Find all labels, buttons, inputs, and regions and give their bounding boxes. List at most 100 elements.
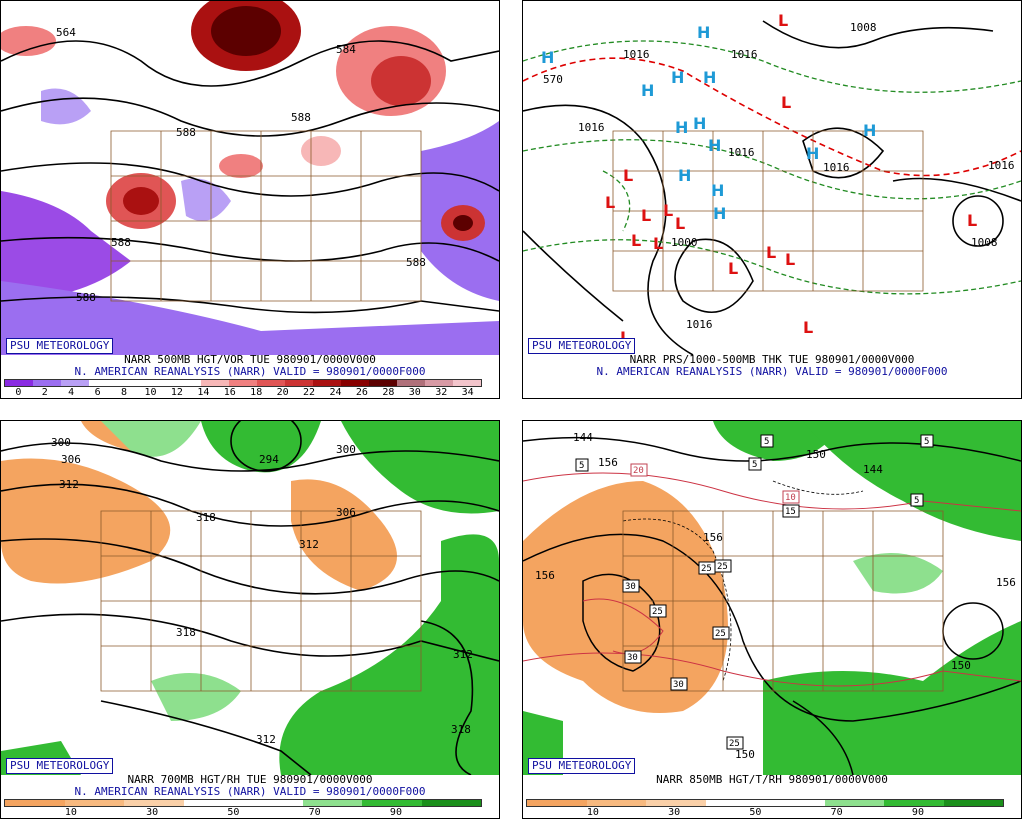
colorbar-tick-label: 50 [749, 807, 762, 818]
colorbar-swatch [341, 380, 369, 386]
contour-label: 1016 [731, 48, 758, 61]
temp-box-label: 5 [914, 496, 919, 506]
contour-label: 588 [111, 236, 131, 249]
contour-label: 156 [703, 531, 723, 544]
low-pressure-symbol: L [803, 318, 813, 337]
temp-box-label: 20 [633, 466, 644, 476]
low-pressure-symbol: L [623, 166, 633, 185]
temp-box-label: 30 [673, 680, 684, 690]
colorbar-tick-label: 10 [144, 387, 157, 398]
colorbar-tick-label: 28 [382, 387, 395, 398]
contour-label: 156 [996, 576, 1016, 589]
contour-label: 144 [573, 431, 593, 444]
colorbar-tick-label: 8 [121, 387, 128, 398]
height-contours [1, 421, 499, 775]
contour-label: 1000 [671, 236, 698, 249]
temp-box: 5 [760, 434, 774, 448]
low-pressure-symbol: L [631, 231, 641, 250]
contour-label: 306 [336, 506, 356, 519]
caption-line2: N. AMERICAN REANALYSIS (NARR) VALID = 98… [74, 365, 426, 378]
colorbar-tick-label: 32 [435, 387, 448, 398]
temp-box: 25 [698, 561, 716, 575]
contour-label: 150 [735, 748, 755, 761]
colorbar-swatch [33, 380, 61, 386]
colorbar-tick-label: 30 [408, 387, 421, 398]
high-pressure-symbol: H [711, 181, 724, 200]
temp-box: 5 [920, 434, 934, 448]
colorbar [526, 799, 1004, 807]
high-pressure-symbol: H [693, 114, 706, 133]
contour-label: 1016 [988, 159, 1015, 172]
colorbar-tick-label: 16 [223, 387, 236, 398]
psu-meteorology-badge: PSU METEOROLOGY [6, 758, 114, 774]
temp-box-label: 25 [717, 562, 728, 572]
contour-label: 318 [196, 511, 216, 524]
caption-line2: N. AMERICAN REANALYSIS (NARR) VALID = 98… [74, 785, 426, 798]
humidity-shading [1, 421, 499, 775]
contour-label: 1016 [686, 318, 713, 331]
colorbar-swatch [453, 380, 481, 386]
temp-box-label: 25 [729, 739, 740, 749]
psu-meteorology-badge: PSU METEOROLOGY [6, 338, 114, 354]
temp-box: 25 [726, 736, 744, 750]
colorbar-tick-label: 24 [329, 387, 342, 398]
temp-box: 5 [748, 457, 762, 471]
colorbar-swatch [425, 380, 453, 386]
contour-label: 318 [176, 626, 196, 639]
colorbar-swatch [586, 800, 646, 806]
colorbar-tick-label: 30 [668, 807, 681, 818]
colorbar-swatch [61, 380, 89, 386]
thickness-570-line [523, 57, 1021, 177]
height-contours [1, 40, 499, 314]
contour-label: 318 [451, 723, 471, 736]
contour-label: 312 [299, 538, 319, 551]
high-pressure-symbol: H [641, 81, 654, 100]
caption-line1: NARR 850MB HGT/T/RH 980901/0000V000 [656, 773, 888, 786]
colorbar-tick-label: 2 [41, 387, 48, 398]
temp-box: 15 [782, 504, 800, 518]
colorbar-swatch [397, 380, 425, 386]
psu-meteorology-badge: PSU METEOROLOGY [528, 338, 636, 354]
contour-label: 300 [336, 443, 356, 456]
low-pressure-symbol: L [785, 250, 795, 269]
contour-label: 1016 [728, 146, 755, 159]
temp-box-label: 25 [715, 629, 726, 639]
colorbar-swatch [173, 380, 201, 386]
colorbar [4, 799, 482, 807]
contour-label: 1008 [850, 21, 877, 34]
temp-box-label: 25 [701, 564, 712, 574]
colorbar-swatch [943, 800, 1003, 806]
caption-line1: NARR PRS/1000-500MB THK TUE 980901/0000V… [629, 353, 915, 366]
colorbar-tick-label: 70 [830, 807, 843, 818]
high-pressure-symbol: H [697, 23, 710, 42]
contour-label: 300 [51, 436, 71, 449]
contour-label: 1016 [623, 48, 650, 61]
temp-box: 25 [714, 559, 732, 573]
temp-box: 30 [622, 579, 640, 593]
colorbar-tick-label: 12 [170, 387, 183, 398]
colorbar-tick-label: 26 [355, 387, 368, 398]
low-pressure-symbol: L [778, 11, 788, 30]
high-pressure-symbol: H [703, 68, 716, 87]
temp-box: 25 [649, 604, 667, 618]
temperature-box-labels: 5 5 5 5 20 10 15 25 25 30 25 25 30 30 25… [575, 434, 934, 750]
colorbar-swatch [5, 800, 65, 806]
map-500mb-vorticity: 564 588 588 588 588 584 588 [1, 1, 499, 355]
high-pressure-symbol: H [708, 136, 721, 155]
contour-label: 294 [259, 453, 279, 466]
low-pressure-symbol: L [653, 234, 663, 253]
colorbar-tick-label: 14 [197, 387, 210, 398]
colorbar-swatch [362, 800, 422, 806]
caption-line1: NARR 700MB HGT/RH TUE 980901/0000V000 [127, 773, 373, 786]
colorbar-swatch [243, 800, 303, 806]
contour-label: 312 [256, 733, 276, 746]
colorbar-tick-label: 90 [389, 807, 402, 818]
contour-label: 1016 [823, 161, 850, 174]
low-pressure-symbol: L [728, 259, 738, 278]
temp-box-label: 10 [785, 493, 796, 503]
low-pressure-symbol: L [967, 211, 977, 230]
colorbar-labels: 10 30 50 70 90 [526, 807, 1004, 818]
temp-box: 5 [910, 493, 924, 507]
temp-box: 5 [575, 458, 589, 472]
colorbar-tick-label: 34 [461, 387, 474, 398]
